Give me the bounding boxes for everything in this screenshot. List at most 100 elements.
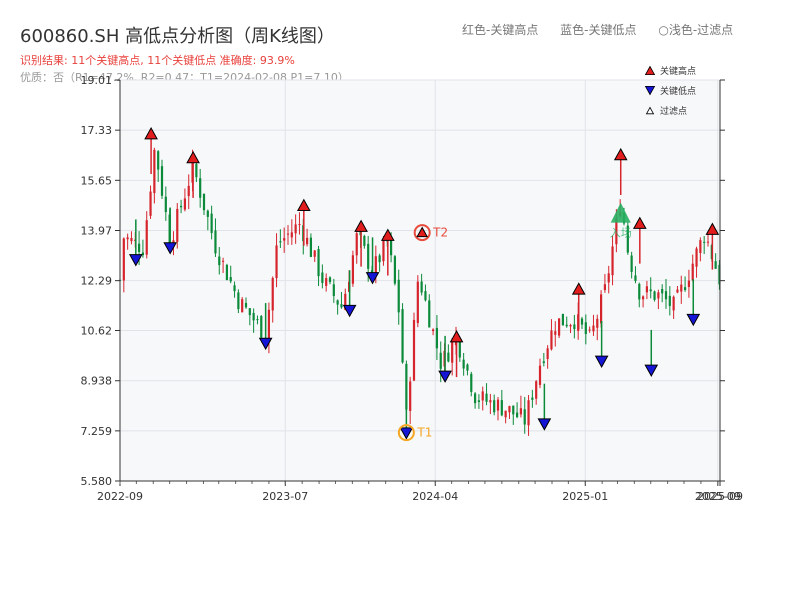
candle: [176, 203, 179, 249]
candle-body: [641, 296, 645, 300]
t1-label: T1: [416, 426, 432, 440]
candle-body: [122, 238, 125, 281]
candle-body: [367, 243, 370, 269]
candle-body: [389, 239, 393, 256]
candle: [305, 228, 309, 247]
candle: [687, 269, 691, 298]
key-low-marker: [644, 364, 659, 377]
candle-body: [603, 284, 607, 291]
candle-body: [607, 273, 610, 283]
candle-body: [611, 246, 614, 276]
candle: [512, 405, 515, 425]
candle-body: [680, 284, 683, 292]
candle: [313, 250, 316, 262]
candle-body: [473, 393, 477, 404]
entry-marker: [610, 202, 631, 223]
x-tick-label: 2023-07: [262, 490, 308, 503]
candle-body: [500, 400, 503, 416]
candle-body: [409, 381, 412, 411]
candle: [431, 328, 435, 336]
candle: [683, 276, 687, 292]
candle-body: [435, 327, 439, 349]
candle-body: [470, 373, 473, 392]
candle: [256, 315, 259, 325]
candle: [596, 314, 599, 341]
legend-blue-key-low: 蓝色-关键低点: [560, 23, 637, 37]
candle: [500, 389, 503, 417]
candle: [573, 314, 576, 339]
candle: [290, 219, 293, 245]
candle: [355, 230, 358, 264]
candle-body: [267, 309, 271, 342]
candle-body: [664, 291, 668, 300]
candle: [424, 284, 427, 302]
candle: [447, 344, 450, 363]
t2-circle: [413, 224, 431, 242]
candle: [668, 286, 671, 316]
candle: [229, 265, 232, 284]
candle: [439, 341, 442, 383]
candle-body: [527, 400, 530, 426]
candle-body: [233, 285, 236, 292]
candle: [550, 319, 553, 351]
candle: [279, 229, 282, 248]
candle: [638, 282, 641, 308]
candle: [187, 174, 190, 210]
chart-title: 600860.SH 高低点分析图（周K线图）: [20, 26, 335, 47]
candle: [325, 273, 328, 292]
candle: [382, 235, 385, 266]
candle-body: [252, 312, 255, 321]
candle-body: [703, 241, 706, 243]
candlesticks: [118, 147, 721, 436]
x-tick-label: 2025-09: [695, 490, 741, 503]
candle: [214, 218, 217, 257]
candle: [588, 326, 591, 333]
candle: [397, 269, 400, 325]
candle: [202, 193, 206, 215]
candle-body: [653, 291, 656, 300]
candle-body: [699, 240, 702, 253]
t2-label: T2: [432, 226, 448, 240]
candle-body: [718, 264, 721, 285]
candle: [672, 295, 675, 319]
candle-body: [554, 331, 557, 335]
candle-body: [615, 218, 618, 245]
key-high-marker: [144, 127, 158, 140]
candle: [153, 147, 156, 204]
candle: [122, 237, 125, 293]
candle-body: [355, 233, 358, 256]
candle-body: [481, 391, 484, 401]
key-low-marker: [686, 313, 701, 327]
candle-body: [332, 284, 335, 297]
candle-body: [290, 232, 293, 238]
candle-body: [657, 292, 660, 299]
y-tick-label: 19.01: [81, 74, 113, 87]
y-tick-label: 5.580: [81, 475, 113, 488]
key-low-marker: [365, 272, 380, 285]
candle-body: [687, 280, 691, 287]
candle-body: [344, 293, 347, 310]
candle: [565, 316, 568, 328]
candle-body: [451, 342, 454, 363]
candle-body: [531, 397, 534, 400]
candle: [470, 371, 473, 397]
candle: [164, 186, 167, 221]
x-tick-label: 2025-01: [562, 490, 608, 503]
candle: [508, 405, 511, 419]
candle: [611, 235, 614, 286]
candle-body: [393, 256, 397, 284]
candle-body: [596, 318, 599, 328]
candle-body: [279, 241, 282, 243]
candle: [149, 185, 152, 219]
candle-body: [195, 164, 198, 178]
candle: [561, 313, 565, 326]
key-low-marker: [163, 242, 178, 255]
candle: [283, 227, 286, 253]
candle: [535, 380, 538, 405]
y-tick-label: 13.97: [81, 224, 113, 237]
y-tick-label: 7.259: [81, 425, 113, 438]
candle-body: [573, 324, 576, 330]
candle-body: [714, 261, 717, 269]
candle: [703, 236, 706, 255]
